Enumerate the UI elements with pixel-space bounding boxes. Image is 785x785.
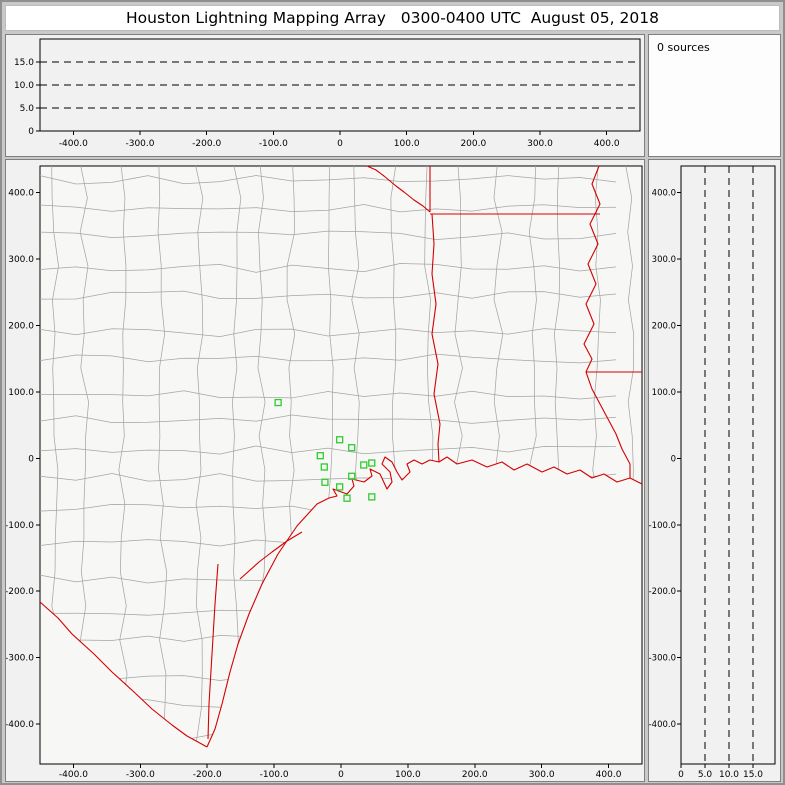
- svg-text:-400.0: -400.0: [6, 720, 34, 730]
- lma-station-marker: [320, 463, 328, 471]
- lma-station-marker: [368, 493, 376, 501]
- svg-text:-300.0: -300.0: [126, 770, 155, 780]
- svg-text:300.0: 300.0: [652, 255, 676, 265]
- altitude-ns-plot[interactable]: 0 5.0 10.0 15.0 400.0 300.0 200.0 100.0 0 -100.0 -…: [649, 160, 780, 781]
- lma-station-marker: [348, 472, 356, 480]
- lma-station-marker: [336, 483, 344, 491]
- lma-station-marker: [343, 494, 351, 502]
- svg-text:300.0: 300.0: [8, 255, 34, 265]
- state-borders-and-coastline: [39, 165, 643, 748]
- svg-text:-300.0: -300.0: [125, 139, 154, 149]
- svg-text:400.0: 400.0: [594, 139, 620, 149]
- map-plot-area[interactable]: [39, 165, 643, 765]
- svg-text:0: 0: [678, 770, 684, 780]
- svg-text:10.0: 10.0: [719, 770, 739, 780]
- svg-text:400.0: 400.0: [652, 189, 676, 199]
- svg-text:300.0: 300.0: [529, 770, 555, 780]
- barrier-island: [207, 563, 219, 740]
- lma-station-marker: [274, 398, 282, 407]
- svg-text:400.0: 400.0: [596, 770, 622, 780]
- svg-text:-400.0: -400.0: [59, 770, 88, 780]
- svg-text:100.0: 100.0: [652, 388, 676, 398]
- svg-text:0: 0: [337, 139, 343, 149]
- rio-grande-border: [39, 601, 208, 748]
- state-border: [583, 165, 631, 478]
- lma-station-markers: [274, 398, 376, 502]
- svg-text:0: 0: [338, 770, 344, 780]
- svg-text:100.0: 100.0: [8, 388, 34, 398]
- svg-text:5.0: 5.0: [698, 770, 713, 780]
- svg-text:200.0: 200.0: [8, 321, 34, 331]
- sources-count-label: 0 sources: [657, 41, 710, 54]
- svg-text:-200.0: -200.0: [649, 587, 676, 597]
- svg-text:-100.0: -100.0: [259, 139, 288, 149]
- svg-text:200.0: 200.0: [652, 321, 676, 331]
- svg-text:-300.0: -300.0: [649, 654, 676, 664]
- barrier-island: [239, 531, 303, 580]
- svg-text:100.0: 100.0: [395, 770, 421, 780]
- svg-text:0: 0: [28, 454, 34, 464]
- lma-station-marker: [316, 452, 324, 460]
- page-title: Houston Lightning Mapping Array 0300-040…: [126, 9, 659, 27]
- svg-text:15.0: 15.0: [743, 770, 763, 780]
- svg-text:5.0: 5.0: [20, 104, 35, 114]
- axis-ticks-and-labels: 0 5.0 10.0 15.0 400.0 300.0 200.0 100.0 0 -100.0 -…: [649, 189, 763, 780]
- gulf-coastline: [206, 456, 643, 748]
- plot-area[interactable]: [680, 165, 776, 765]
- altitude-ew-projection-panel[interactable]: -400.0 -300.0 -200.0 -100.0 0 100.0 200.0 300.0…: [5, 34, 645, 157]
- window-title-bar: Houston Lightning Mapping Array 0300-040…: [5, 5, 780, 31]
- svg-text:-400.0: -400.0: [649, 720, 676, 730]
- svg-text:-100.0: -100.0: [6, 521, 34, 531]
- state-border: [366, 165, 431, 213]
- svg-text:200.0: 200.0: [460, 139, 486, 149]
- svg-text:-200.0: -200.0: [192, 139, 221, 149]
- lma-station-marker: [336, 436, 344, 444]
- svg-text:-300.0: -300.0: [6, 654, 34, 664]
- svg-text:-400.0: -400.0: [59, 139, 88, 149]
- svg-text:300.0: 300.0: [527, 139, 553, 149]
- svg-text:-100.0: -100.0: [260, 770, 289, 780]
- svg-text:15.0: 15.0: [14, 58, 34, 68]
- svg-text:0: 0: [28, 127, 34, 137]
- altitude-gridlines: [704, 166, 754, 764]
- svg-text:-200.0: -200.0: [6, 587, 34, 597]
- svg-text:0: 0: [671, 454, 676, 464]
- plan-view-map-plot[interactable]: -400.0 -300.0 -200.0 -100.0 0 100.0 200.0 300.0…: [6, 160, 644, 781]
- altitude-gridlines: [40, 61, 640, 109]
- altitude-ew-plot[interactable]: -400.0 -300.0 -200.0 -100.0 0 100.0 200.0 300.0…: [6, 35, 644, 156]
- svg-text:100.0: 100.0: [394, 139, 420, 149]
- svg-text:-100.0: -100.0: [649, 521, 676, 531]
- lma-station-marker: [321, 478, 329, 486]
- altitude-ns-projection-panel[interactable]: 0 5.0 10.0 15.0 400.0 300.0 200.0 100.0 0 -100.0 -…: [648, 159, 781, 782]
- lma-station-marker: [360, 461, 368, 469]
- svg-text:10.0: 10.0: [14, 81, 34, 91]
- axis-ticks-and-labels: -400.0 -300.0 -200.0 -100.0 0 100.0 200.0 300.0…: [14, 58, 620, 149]
- lma-station-marker: [348, 444, 356, 452]
- svg-text:400.0: 400.0: [8, 189, 34, 199]
- map-axis-ticks-and-labels: -400.0 -300.0 -200.0 -100.0 0 100.0 200.0 300.0…: [6, 189, 622, 780]
- state-border: [431, 213, 441, 463]
- plan-view-map-panel[interactable]: -400.0 -300.0 -200.0 -100.0 0 100.0 200.0 300.0…: [5, 159, 645, 782]
- svg-text:200.0: 200.0: [462, 770, 488, 780]
- lma-station-marker: [368, 459, 376, 467]
- sources-count-panel: 0 sources: [648, 34, 781, 157]
- svg-text:-200.0: -200.0: [193, 770, 222, 780]
